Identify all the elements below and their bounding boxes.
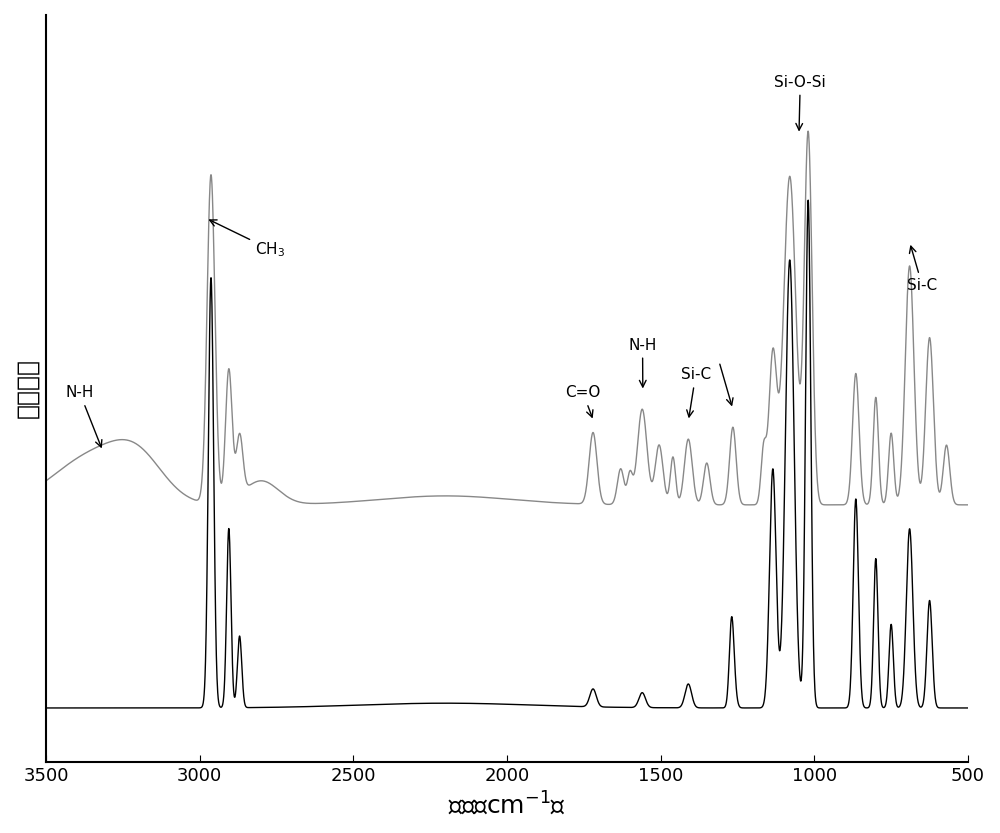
Text: N-H: N-H bbox=[66, 386, 102, 447]
Y-axis label: 吸收强度: 吸收强度 bbox=[15, 358, 39, 418]
Text: Si-C: Si-C bbox=[907, 247, 937, 292]
Text: N-H: N-H bbox=[628, 337, 657, 387]
Text: Si-O-Si: Si-O-Si bbox=[774, 75, 826, 130]
Text: Si-C: Si-C bbox=[681, 367, 711, 417]
Text: C=O: C=O bbox=[565, 386, 601, 417]
X-axis label: 波长（cm$^{-1}$）: 波长（cm$^{-1}$） bbox=[448, 791, 566, 818]
Text: CH$_3$: CH$_3$ bbox=[210, 220, 285, 259]
